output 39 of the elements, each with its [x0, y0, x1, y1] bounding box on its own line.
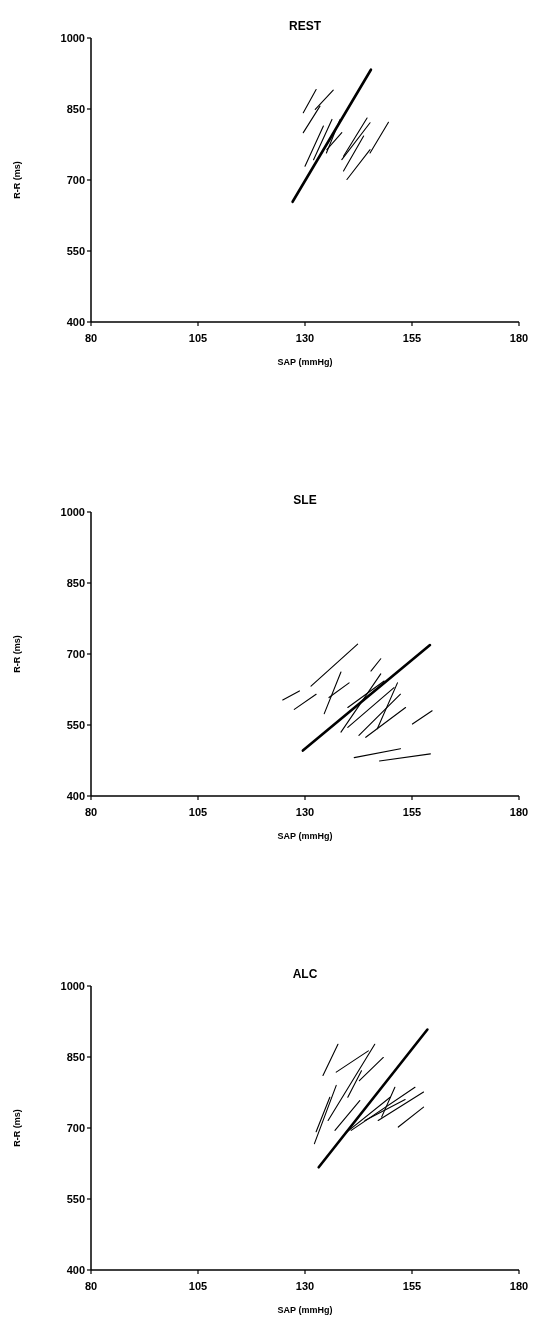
x-tick-label: 130 [295, 806, 315, 818]
y-tick-label: 550 [66, 1192, 85, 1205]
y-tick-label: 1000 [60, 979, 85, 992]
x-tick-label: 180 [509, 806, 529, 818]
x-tick-label: 80 [84, 806, 98, 818]
chart-title: REST [288, 19, 322, 33]
y-tick-label: 550 [66, 244, 85, 257]
x-tick-label: 80 [84, 1280, 98, 1292]
y-tick-label: 1000 [60, 31, 85, 44]
y-tick-label: 700 [66, 647, 85, 660]
y-tick-label: 850 [66, 1050, 85, 1063]
x-tick-label: 80 [84, 332, 98, 344]
y-axis-title: R-R (ms) [12, 1109, 22, 1147]
x-tick-label: 105 [188, 806, 208, 818]
chart-title: ALC [292, 967, 318, 981]
y-tick-label: 400 [66, 315, 85, 328]
y-tick-label: 850 [66, 102, 85, 115]
y-tick-label: 700 [66, 173, 85, 186]
x-tick-label: 180 [509, 332, 529, 344]
y-axis-title: R-R (ms) [12, 161, 22, 199]
y-tick-label: 850 [66, 576, 85, 589]
x-tick-label: 130 [295, 1280, 315, 1292]
y-tick-label: 1000 [60, 505, 85, 518]
y-tick-label: 400 [66, 789, 85, 802]
x-tick-label: 155 [402, 806, 422, 818]
y-tick-label: 550 [66, 718, 85, 731]
y-axis-title: R-R (ms) [12, 635, 22, 673]
x-tick-label: 155 [402, 332, 422, 344]
chart-title: SLE [293, 493, 317, 507]
x-tick-label: 105 [188, 1280, 208, 1292]
x-tick-label: 155 [402, 1280, 422, 1292]
x-tick-label: 180 [509, 1280, 529, 1292]
x-axis-title: SAP (mmHg) [277, 357, 333, 367]
x-axis-title: SAP (mmHg) [277, 1305, 333, 1315]
x-axis-title: SAP (mmHg) [277, 831, 333, 841]
x-tick-label: 130 [295, 332, 315, 344]
y-tick-label: 400 [66, 1263, 85, 1276]
x-tick-label: 105 [188, 332, 208, 344]
y-tick-label: 700 [66, 1121, 85, 1134]
